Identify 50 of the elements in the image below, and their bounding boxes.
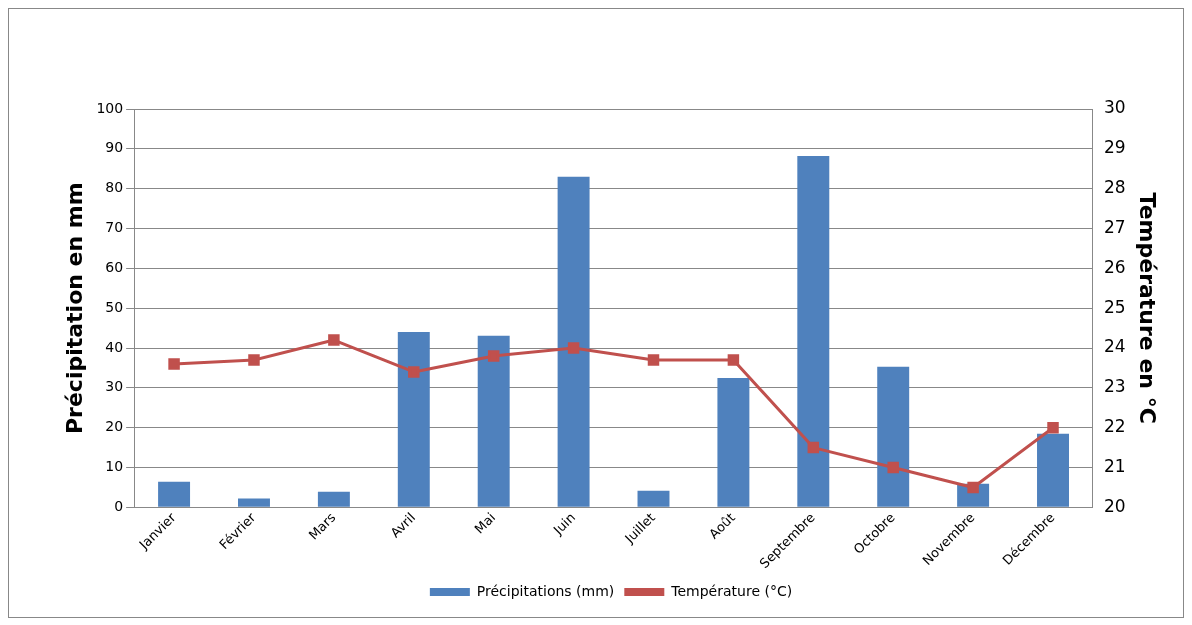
y-tick-label: 80 xyxy=(105,179,124,196)
y2-tick-label: 21 xyxy=(1103,455,1126,476)
y2-tick-label: 26 xyxy=(1103,256,1126,277)
point xyxy=(807,441,820,454)
x-tick-label: Mai xyxy=(471,509,499,537)
y2-tick-label: 24 xyxy=(1103,336,1126,357)
y-tick-label: 40 xyxy=(105,338,124,355)
bar xyxy=(1037,433,1069,507)
y-tick-label: 90 xyxy=(105,139,124,156)
point xyxy=(248,354,260,366)
y2-tick-label: 20 xyxy=(1103,495,1126,516)
point xyxy=(647,354,660,366)
bar xyxy=(797,156,830,507)
point xyxy=(727,354,740,366)
point xyxy=(487,350,500,362)
bar xyxy=(238,498,270,507)
y2-tick-label: 23 xyxy=(1103,376,1126,397)
y-tick-label: 0 xyxy=(114,498,124,514)
y-axis-title: Précipitation en mm xyxy=(61,182,87,435)
bar xyxy=(637,490,670,507)
point xyxy=(567,342,580,354)
y-tick-label: 30 xyxy=(105,378,124,395)
bar xyxy=(717,377,750,507)
y2-axis-title: Température en °C xyxy=(1135,192,1161,424)
y2-tick-label: 28 xyxy=(1103,177,1126,198)
point xyxy=(887,461,899,474)
y2-tick-label: 22 xyxy=(1103,416,1126,437)
legend-label: Précipitations (mm) xyxy=(476,582,615,599)
legend-label: Température (°C) xyxy=(670,582,793,599)
bar xyxy=(557,176,590,507)
bar xyxy=(317,491,350,507)
bar xyxy=(158,481,191,507)
bar xyxy=(477,335,510,507)
point xyxy=(408,366,420,378)
y-tick-label: 10 xyxy=(105,458,124,475)
y2-tick-label: 29 xyxy=(1103,137,1126,158)
bar xyxy=(877,366,910,507)
y-tick-label: 70 xyxy=(105,219,124,236)
point xyxy=(168,358,180,370)
y2-tick-label: 30 xyxy=(1103,97,1126,118)
y-tick-label: 100 xyxy=(96,99,124,116)
point xyxy=(328,334,340,346)
y2-tick-label: 25 xyxy=(1103,296,1126,317)
bar xyxy=(397,332,430,507)
y-tick-label: 20 xyxy=(105,418,124,435)
y-tick-label: 50 xyxy=(105,298,124,315)
point xyxy=(1047,421,1059,434)
y2-tick-label: 27 xyxy=(1103,216,1126,237)
y-tick-label: 60 xyxy=(105,258,124,275)
point xyxy=(967,481,979,494)
